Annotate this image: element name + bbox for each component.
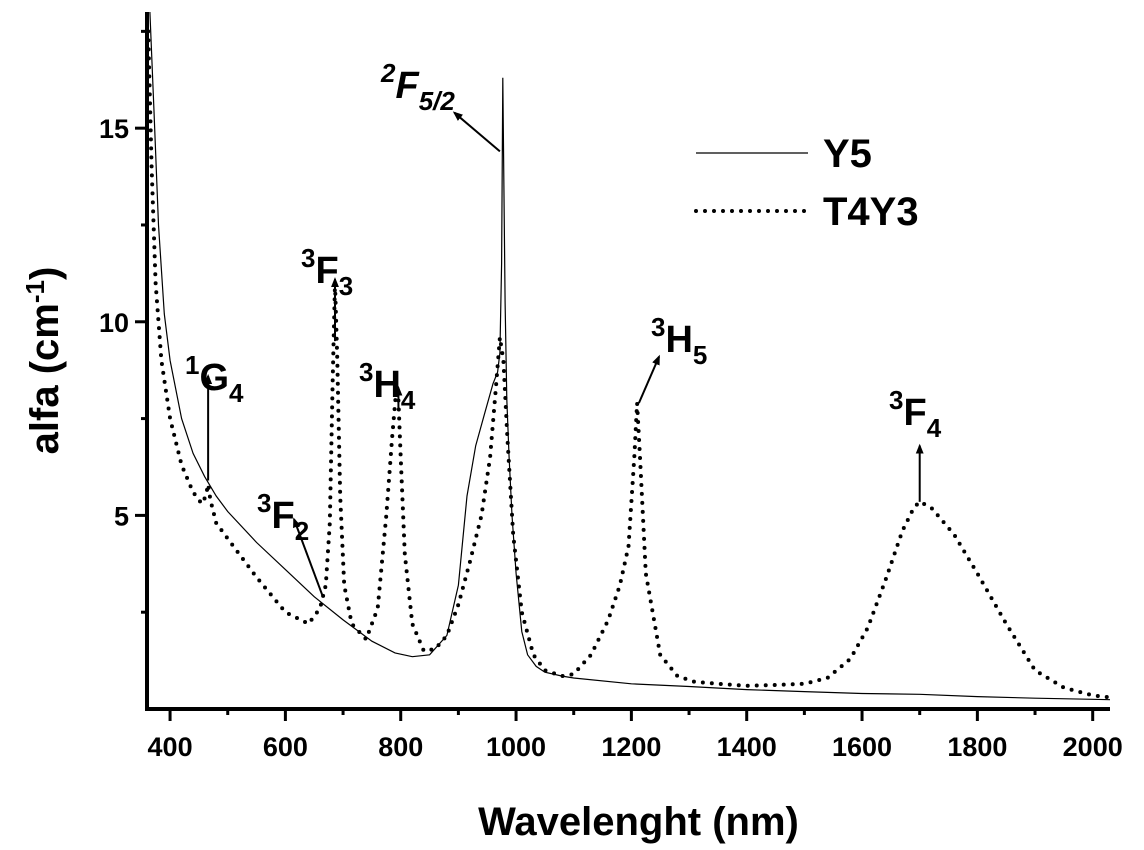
annotation-3f3: 3F3 bbox=[301, 243, 353, 342]
y-tick-label: 5 bbox=[114, 501, 129, 531]
annotation-label: 1G4 bbox=[185, 350, 244, 408]
annotation-label: 3H5 bbox=[651, 312, 707, 370]
annotations: 1G4 3F2 3F3 3H4 2F5/2 3H5 3F4 bbox=[185, 58, 942, 598]
annotation-3h5: 3H5 bbox=[637, 312, 707, 404]
annotation-label: 3F2 bbox=[257, 488, 309, 546]
annotation-3f2: 3F2 bbox=[257, 488, 324, 598]
annotation-arrow bbox=[452, 111, 501, 153]
x-tick-label: 1800 bbox=[947, 732, 1007, 762]
annotation-2f5-2: 2F5/2 bbox=[380, 58, 501, 153]
x-axis-title: Wavelenght (nm) bbox=[478, 800, 799, 844]
annotation-arrow bbox=[637, 354, 660, 404]
x-tick-label: 600 bbox=[263, 732, 308, 762]
annotation-1g4: 1G4 bbox=[185, 350, 244, 481]
series-line-y5 bbox=[149, 12, 1110, 701]
plot-area bbox=[147, 12, 1110, 701]
x-tick-label: 1200 bbox=[601, 732, 661, 762]
x-tick-label: 1400 bbox=[717, 732, 777, 762]
series-line-t4y3 bbox=[147, 29, 1110, 700]
x-tick-label: 400 bbox=[148, 732, 193, 762]
x-tick-label: 1000 bbox=[486, 732, 546, 762]
annotation-label: 3H4 bbox=[359, 357, 416, 415]
x-tick-label: 1600 bbox=[832, 732, 892, 762]
annotation-arrow bbox=[293, 517, 324, 598]
annotation-3h4: 3H4 bbox=[359, 357, 416, 415]
annotation-label: 3F4 bbox=[889, 385, 942, 443]
legend-item-y5: Y5 bbox=[696, 132, 872, 176]
x-tick-label: 2000 bbox=[1063, 732, 1123, 762]
legend-label: T4Y3 bbox=[823, 190, 919, 234]
axes: 400 600 800 1000 1200 1400 1600 1800 2000 5 10 15 Wa… bbox=[20, 12, 1123, 844]
y-axis-title: alfa (cm-1) bbox=[20, 267, 67, 455]
legend-item-t4y3: T4Y3 bbox=[694, 190, 919, 234]
annotation-label: 3F3 bbox=[301, 243, 353, 301]
annotation-label: 2F5/2 bbox=[380, 58, 455, 116]
y-tick-label: 10 bbox=[99, 308, 129, 338]
legend-label: Y5 bbox=[823, 132, 872, 176]
legend: Y5 T4Y3 bbox=[694, 132, 919, 234]
x-tick-label: 800 bbox=[378, 732, 423, 762]
y-tick-label: 15 bbox=[99, 114, 129, 144]
annotation-3f4: 3F4 bbox=[889, 385, 942, 502]
